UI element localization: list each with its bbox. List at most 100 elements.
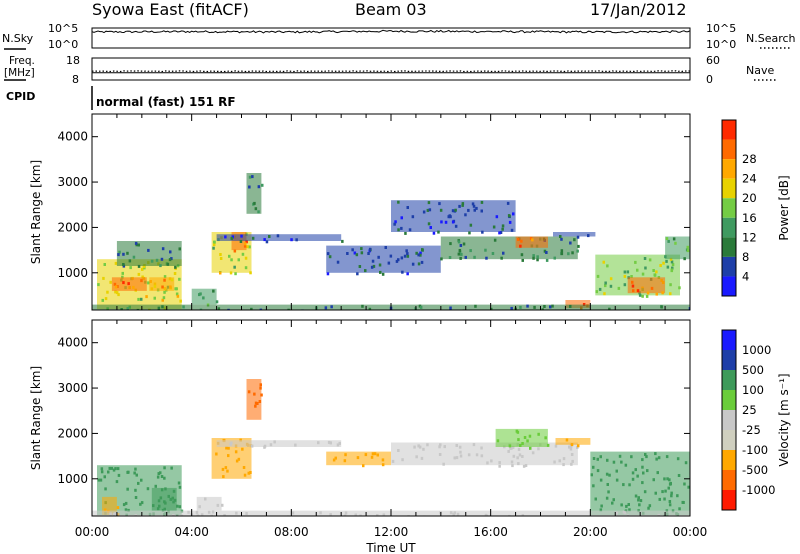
range-time-cell — [137, 243, 140, 247]
colorbar-frame — [721, 329, 737, 511]
range-time-cell — [490, 459, 493, 463]
range-time-cell — [228, 254, 231, 258]
range-time-cell — [582, 303, 586, 306]
range-time-cell — [102, 276, 105, 280]
range-time-cell — [330, 305, 333, 309]
range-time-cell — [103, 508, 107, 512]
range-time-cell — [484, 248, 487, 252]
range-time-cell — [634, 494, 638, 498]
range-time-cell — [241, 252, 245, 256]
range-time-cell — [420, 456, 424, 460]
range-time-cell — [212, 246, 215, 250]
range-time-cell — [253, 201, 256, 205]
range-time-cell — [329, 513, 332, 516]
range-time-cell — [485, 514, 489, 516]
chart-title: Syowa East (fitACF) — [92, 0, 249, 19]
range-time-cell — [248, 175, 252, 179]
range-time-cell — [521, 514, 525, 516]
x-tick-label: 00:00 — [673, 525, 708, 539]
range-time-cell — [168, 258, 172, 262]
range-time-cell — [126, 487, 129, 491]
range-time-cell — [391, 459, 395, 463]
range-time-cell — [364, 269, 367, 273]
range-time-cell — [654, 491, 657, 495]
range-time-cell — [400, 256, 404, 260]
range-time-cell — [389, 254, 393, 258]
range-time-cell — [449, 215, 452, 219]
range-time-cell — [618, 454, 622, 458]
velocity-data — [92, 379, 690, 516]
range-time-cell — [605, 472, 609, 476]
range-time-cell — [122, 281, 125, 285]
range-time-cell — [247, 471, 250, 475]
range-time-cell — [437, 230, 440, 234]
range-time-cell — [671, 266, 674, 270]
y-tick-label: 4000 — [57, 130, 88, 144]
range-time-cell — [516, 456, 519, 460]
range-time-cell — [665, 455, 669, 459]
range-time-cell — [456, 512, 460, 516]
range-time-cell — [112, 468, 116, 472]
range-time-cell — [249, 471, 252, 474]
range-time-cell — [545, 251, 548, 254]
range-time-cell — [592, 484, 595, 488]
range-time-cell — [422, 447, 425, 451]
range-time-cell — [215, 300, 219, 304]
range-time-cell — [490, 307, 493, 310]
range-time-cell — [524, 464, 528, 467]
range-time-cell — [136, 308, 140, 310]
range-time-cell — [498, 464, 501, 468]
range-time-cell — [458, 204, 461, 208]
colorbar-label: Power [dB] — [777, 175, 791, 240]
range-time-region — [149, 277, 175, 291]
range-time-cell — [518, 453, 522, 457]
range-time-cell — [668, 500, 672, 503]
range-time-cell — [121, 271, 124, 275]
range-time-cell — [351, 248, 354, 252]
range-time-cell — [295, 238, 298, 242]
range-time-cell — [609, 277, 613, 281]
range-time-cell — [684, 461, 688, 465]
range-time-cell — [210, 514, 213, 516]
range-time-cell — [215, 452, 218, 456]
range-time-cell — [573, 238, 576, 242]
range-time-cell — [473, 208, 476, 212]
range-time-cell — [537, 447, 540, 451]
range-time-cell — [268, 235, 271, 238]
range-time-cell — [659, 264, 662, 267]
range-time-cell — [510, 228, 514, 232]
range-time-cell — [462, 242, 466, 246]
range-time-cell — [486, 461, 489, 465]
range-time-cell — [379, 270, 382, 274]
range-time-cell — [173, 272, 177, 275]
range-time-cell — [439, 208, 443, 212]
range-time-cell — [655, 292, 658, 296]
range-time-cell — [464, 213, 467, 217]
range-time-cell — [512, 212, 515, 216]
range-time-cell — [637, 496, 640, 500]
range-time-cell — [224, 466, 228, 470]
y-tick-label: 2000 — [57, 220, 88, 234]
range-time-cell — [665, 237, 669, 241]
range-time-cell — [480, 446, 483, 450]
range-time-region — [515, 236, 548, 248]
range-time-cell — [244, 256, 248, 260]
range-time-cell — [569, 241, 572, 245]
range-time-cell — [405, 249, 408, 253]
range-time-cell — [469, 249, 472, 253]
range-time-cell — [623, 511, 627, 515]
range-time-cell — [150, 259, 154, 263]
range-time-cell — [554, 444, 558, 448]
colorbar-tick-label: 100 — [742, 383, 764, 397]
range-time-cell — [230, 258, 233, 262]
colorbar-tick-label: 25 — [742, 403, 757, 417]
range-time-region — [216, 234, 342, 241]
range-time-cell — [459, 454, 463, 458]
range-time-cell — [122, 503, 126, 507]
range-time-cell — [116, 506, 120, 510]
range-time-cell — [427, 222, 431, 226]
range-time-cell — [338, 441, 341, 445]
range-time-cell — [104, 487, 107, 491]
range-time-cell — [403, 254, 407, 258]
range-time-cell — [644, 266, 647, 270]
